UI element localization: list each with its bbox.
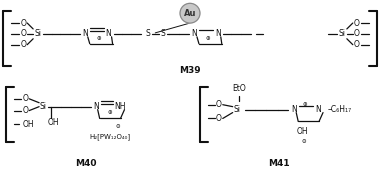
Text: O: O — [354, 40, 360, 49]
Text: N: N — [291, 105, 297, 114]
Text: M41: M41 — [269, 159, 290, 168]
Text: Si: Si — [338, 29, 345, 38]
Text: O: O — [20, 40, 26, 49]
Text: NH: NH — [114, 102, 125, 111]
Text: M40: M40 — [75, 159, 97, 168]
Text: –C₆H₁₇: –C₆H₁₇ — [328, 105, 352, 114]
Text: Au: Au — [184, 9, 196, 18]
Text: OH: OH — [296, 127, 308, 136]
Text: N: N — [93, 102, 98, 111]
Text: ⊕: ⊕ — [303, 102, 307, 107]
Text: ⊖: ⊖ — [115, 124, 120, 129]
Text: O: O — [216, 114, 222, 123]
Text: OH: OH — [47, 118, 59, 127]
Text: Si: Si — [233, 105, 240, 114]
Text: S: S — [146, 29, 151, 38]
Text: Si: Si — [35, 29, 42, 38]
Text: S: S — [161, 29, 166, 38]
Text: N: N — [191, 29, 197, 38]
Text: N: N — [82, 29, 88, 38]
Text: H₂[PW₁₂O₄₀]: H₂[PW₁₂O₄₀] — [89, 133, 130, 139]
Text: O: O — [22, 94, 28, 103]
Text: ⊖: ⊖ — [302, 139, 307, 144]
Text: N: N — [215, 29, 221, 38]
Text: O: O — [20, 19, 26, 28]
Text: OH: OH — [22, 120, 34, 129]
Text: O: O — [354, 29, 360, 38]
Text: ⊕: ⊕ — [107, 110, 112, 115]
Text: ⊕: ⊕ — [97, 36, 101, 41]
Text: O: O — [22, 106, 28, 115]
Text: Si: Si — [40, 102, 47, 111]
Text: O: O — [20, 29, 26, 38]
Text: EtO: EtO — [232, 84, 245, 93]
Text: N: N — [315, 105, 321, 114]
Text: N: N — [106, 29, 111, 38]
Text: ⊕: ⊕ — [206, 36, 210, 41]
Text: M39: M39 — [179, 66, 201, 75]
Text: O: O — [216, 100, 222, 109]
Circle shape — [180, 3, 200, 23]
Text: O: O — [354, 19, 360, 28]
